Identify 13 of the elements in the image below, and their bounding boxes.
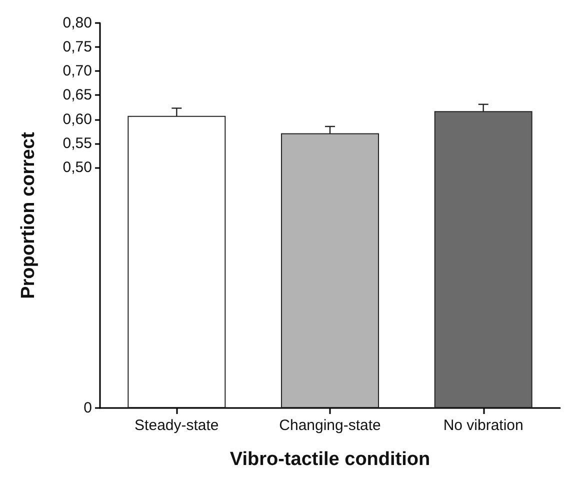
y-tick-label: 0,65: [62, 86, 92, 104]
y-tick-label: 0: [84, 400, 92, 416]
y-tick-label: 0,55: [62, 134, 92, 152]
y-tick-label: 0,60: [62, 110, 92, 128]
x-axis-title: Vibro-tactile condition: [230, 449, 430, 470]
x-tick-label: Steady-state: [134, 417, 219, 434]
x-tick-label: No vibration: [443, 417, 524, 434]
y-tick-label: 0,50: [62, 158, 92, 176]
y-tick-label: 0,75: [62, 38, 92, 56]
y-axis-title: Proportion correct: [18, 131, 39, 299]
y-tick-label: 0,80: [62, 14, 92, 32]
x-tick-label: Changing-state: [279, 417, 381, 434]
y-tick-label: 0,70: [62, 62, 92, 80]
